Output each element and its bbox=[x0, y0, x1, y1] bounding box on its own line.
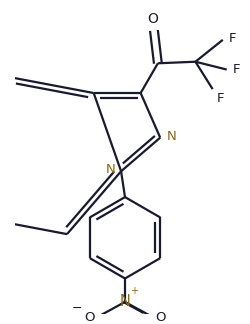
Text: N: N bbox=[120, 294, 130, 309]
Text: O: O bbox=[147, 13, 158, 27]
Text: F: F bbox=[228, 32, 236, 45]
Text: F: F bbox=[233, 63, 241, 76]
Text: −: − bbox=[72, 302, 83, 315]
Text: N: N bbox=[166, 130, 176, 143]
Text: N: N bbox=[105, 163, 115, 176]
Text: F: F bbox=[217, 92, 224, 105]
Text: +: + bbox=[130, 286, 138, 296]
Text: O: O bbox=[84, 311, 94, 324]
Text: O: O bbox=[156, 311, 166, 324]
